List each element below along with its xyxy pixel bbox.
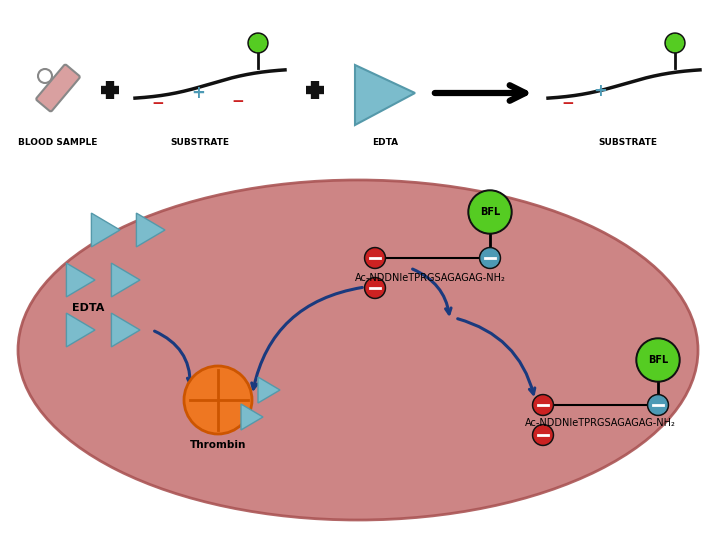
Polygon shape	[66, 313, 95, 347]
Polygon shape	[66, 263, 95, 297]
Circle shape	[638, 340, 678, 380]
Text: Ac-NDDNIeTPRGSAGAGAG-NH₂: Ac-NDDNIeTPRGSAGAGAG-NH₂	[354, 273, 505, 283]
Text: −: −	[152, 96, 164, 111]
Text: BFL: BFL	[648, 355, 668, 365]
Circle shape	[636, 338, 680, 382]
Polygon shape	[258, 377, 280, 403]
Polygon shape	[136, 213, 165, 247]
Circle shape	[481, 249, 499, 267]
Text: +: +	[191, 84, 205, 102]
Circle shape	[480, 247, 500, 268]
Circle shape	[470, 192, 510, 232]
Circle shape	[250, 35, 266, 51]
Circle shape	[534, 426, 552, 444]
Polygon shape	[112, 313, 140, 347]
Circle shape	[468, 190, 512, 234]
Circle shape	[364, 278, 385, 299]
Text: Ac-NDDNIeTPRGSAGAGAG-NH₂: Ac-NDDNIeTPRGSAGAGAG-NH₂	[525, 418, 675, 428]
Polygon shape	[112, 263, 140, 297]
Text: Thrombin: Thrombin	[190, 440, 246, 450]
Circle shape	[184, 366, 252, 434]
Circle shape	[364, 247, 385, 268]
Text: −: −	[232, 94, 244, 110]
Text: SUBSTRATE: SUBSTRATE	[598, 138, 657, 147]
Text: BFL: BFL	[480, 207, 500, 217]
Circle shape	[38, 69, 52, 83]
Circle shape	[366, 249, 384, 267]
Text: −: −	[562, 96, 575, 111]
Circle shape	[649, 396, 667, 414]
Polygon shape	[355, 65, 415, 125]
Circle shape	[665, 33, 685, 53]
Text: BLOOD SAMPLE: BLOOD SAMPLE	[18, 138, 98, 147]
Circle shape	[534, 396, 552, 414]
Circle shape	[533, 424, 554, 445]
Circle shape	[647, 395, 668, 415]
FancyBboxPatch shape	[36, 65, 80, 111]
Text: EDTA: EDTA	[372, 138, 398, 147]
Polygon shape	[241, 404, 263, 430]
Text: +: +	[593, 82, 607, 100]
Circle shape	[366, 279, 384, 297]
Circle shape	[248, 33, 268, 53]
Text: EDTA: EDTA	[72, 303, 104, 313]
Circle shape	[667, 35, 683, 51]
Polygon shape	[91, 213, 120, 247]
Circle shape	[533, 395, 554, 415]
Ellipse shape	[18, 180, 698, 520]
Text: SUBSTRATE: SUBSTRATE	[171, 138, 230, 147]
